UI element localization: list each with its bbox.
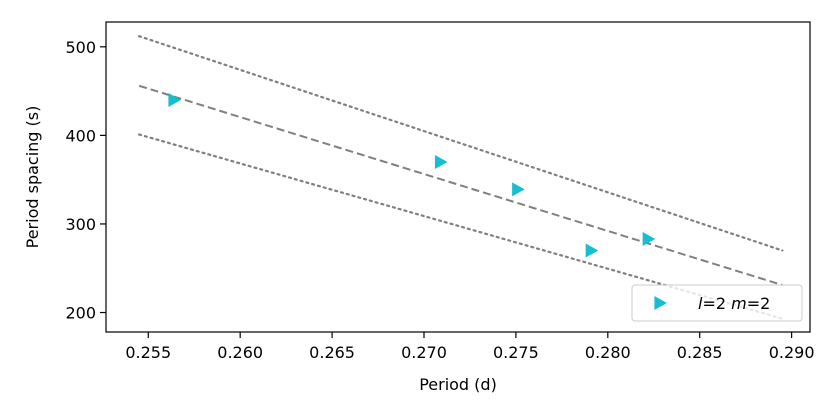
data-point (434, 154, 448, 169)
x-tick-label: 0.270 (401, 343, 447, 362)
fit-lines (137, 35, 784, 320)
x-tick-label: 0.285 (677, 343, 723, 362)
x-tick-label: 0.280 (585, 343, 631, 362)
x-tick-label: 0.290 (769, 343, 815, 362)
data-point (642, 232, 656, 246)
data-point (585, 243, 599, 258)
x-axis-label: Period (d) (419, 375, 497, 394)
plot-frame (105, 21, 811, 333)
y-tick-label: 200 (65, 304, 96, 323)
y-tick-label: 500 (65, 38, 96, 57)
legend-box (631, 284, 803, 322)
x-tick-label: 0.260 (217, 343, 263, 362)
legend-marker-triangle-right-icon (654, 296, 667, 310)
data-points (168, 92, 656, 258)
x-tick-label: 0.275 (493, 343, 539, 362)
x-tick-label: 0.265 (309, 343, 355, 362)
y-tick-label: 400 (65, 126, 96, 145)
data-point (512, 182, 525, 197)
fit-line-dashed-0 (138, 84, 783, 287)
axis-ticks: 0.255 0.260 0.265 0.270 0.275 0.280 0.285 0.290… (65, 38, 814, 362)
y-axis-label: Period spacing (s) (23, 106, 42, 249)
data-point (168, 92, 182, 107)
legend: l=2 m=2 (631, 284, 803, 322)
legend-label: l=2 m=2 (698, 294, 770, 313)
x-tick-label: 0.255 (125, 343, 171, 362)
fit-line-dotted-1 (137, 35, 784, 252)
y-tick-label: 300 (65, 215, 96, 234)
